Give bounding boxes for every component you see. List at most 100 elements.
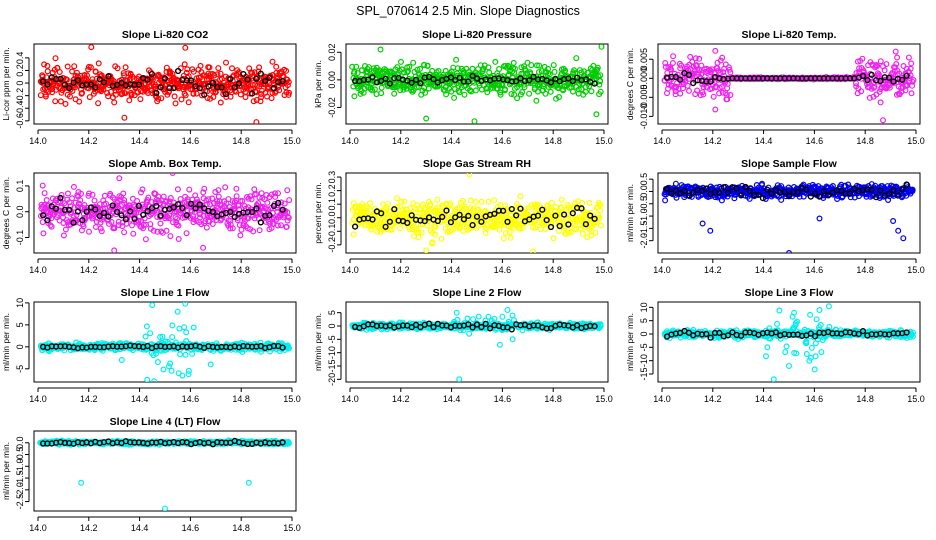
- y-tick-label: 0: [15, 81, 25, 86]
- data-point: [285, 78, 292, 85]
- y-tick-label: 0.02: [327, 44, 337, 62]
- data-point: [190, 68, 197, 75]
- x-tick-label: 14.6: [806, 136, 824, 146]
- data-point: [190, 219, 197, 226]
- x-tick-label: 14.2: [392, 265, 410, 275]
- data-point: [410, 59, 417, 66]
- y-tick-label: -0.2: [15, 88, 25, 104]
- y-tick-label: -2.0: [639, 233, 649, 249]
- reference-point: [240, 70, 247, 78]
- x-tick-label: 14.4: [131, 265, 149, 275]
- data-point: [588, 232, 595, 239]
- data-point: [697, 92, 704, 99]
- data-point: [672, 180, 679, 187]
- data-points: [349, 44, 605, 124]
- reference-point: [473, 213, 481, 220]
- data-point: [185, 99, 192, 106]
- reference-point: [872, 194, 880, 201]
- data-point: [393, 195, 400, 202]
- reference-point: [851, 185, 858, 192]
- data-point: [874, 70, 881, 77]
- data-point: [511, 91, 518, 98]
- data-point: [461, 91, 468, 98]
- x-tick-label: 15.0: [595, 136, 613, 146]
- data-point: [223, 59, 230, 66]
- reference-point: [266, 74, 273, 81]
- data-point: [373, 91, 380, 98]
- data-point: [907, 65, 914, 72]
- data-point: [165, 215, 172, 222]
- reference-point: [552, 212, 559, 219]
- data-point: [687, 53, 694, 60]
- reference-point: [591, 215, 598, 222]
- x-tick-label: 14.8: [232, 265, 250, 275]
- data-point: [573, 55, 580, 62]
- y-tick-label: 10: [15, 298, 25, 308]
- data-point: [206, 64, 213, 71]
- data-point: [217, 99, 224, 106]
- x-tick-label: 14.0: [653, 136, 671, 146]
- data-point: [73, 69, 80, 76]
- data-point: [183, 329, 190, 336]
- data-point: [283, 223, 290, 230]
- reference-point: [279, 344, 286, 351]
- data-point: [211, 72, 218, 79]
- reference-point: [201, 91, 208, 98]
- data-point: [92, 68, 99, 75]
- data-point: [92, 224, 99, 231]
- data-point: [251, 186, 258, 193]
- data-point: [44, 68, 51, 75]
- data-point: [91, 197, 98, 204]
- data-point: [227, 225, 234, 232]
- reference-point: [517, 205, 524, 212]
- data-point: [77, 72, 84, 79]
- outlier-point: [892, 48, 899, 55]
- data-point: [120, 190, 127, 197]
- data-point: [700, 91, 707, 98]
- data-point: [417, 221, 424, 228]
- data-point: [210, 93, 217, 100]
- data-point: [155, 95, 162, 102]
- reference-point: [153, 89, 160, 97]
- data-point: [778, 196, 785, 203]
- data-point: [385, 201, 392, 208]
- data-point: [398, 198, 405, 205]
- y-tick-label: 0.0: [15, 205, 25, 218]
- data-point: [215, 65, 222, 72]
- data-point: [205, 196, 212, 203]
- plot-frame: [657, 172, 921, 254]
- x-tick-label: 14.4: [755, 265, 773, 275]
- data-point: [174, 215, 181, 222]
- reference-point: [39, 212, 47, 219]
- data-point: [550, 235, 557, 242]
- outlier-point: [598, 44, 605, 50]
- reference-point: [157, 84, 164, 91]
- reference-point: [452, 214, 459, 221]
- data-point: [245, 215, 252, 222]
- data-point: [121, 197, 128, 204]
- data-point: [181, 324, 188, 331]
- data-point: [76, 98, 83, 105]
- reference-point: [565, 75, 572, 82]
- data-point: [278, 222, 285, 229]
- data-point: [472, 87, 479, 94]
- y-axis-label: ml/min per min.: [625, 184, 635, 242]
- reference-point: [668, 190, 675, 197]
- reference-point: [382, 223, 389, 230]
- data-point: [547, 88, 554, 95]
- x-tick-label: 14.8: [856, 265, 874, 275]
- data-point: [570, 67, 577, 74]
- data-point: [100, 86, 107, 93]
- data-point: [419, 201, 426, 208]
- data-point: [175, 222, 182, 229]
- data-point: [57, 98, 64, 105]
- reference-point: [92, 84, 99, 91]
- reference-point: [556, 222, 563, 230]
- data-point: [401, 198, 408, 205]
- reference-point: [447, 74, 455, 81]
- data-point: [719, 54, 726, 61]
- data-point: [60, 232, 67, 239]
- reference-point: [253, 205, 260, 212]
